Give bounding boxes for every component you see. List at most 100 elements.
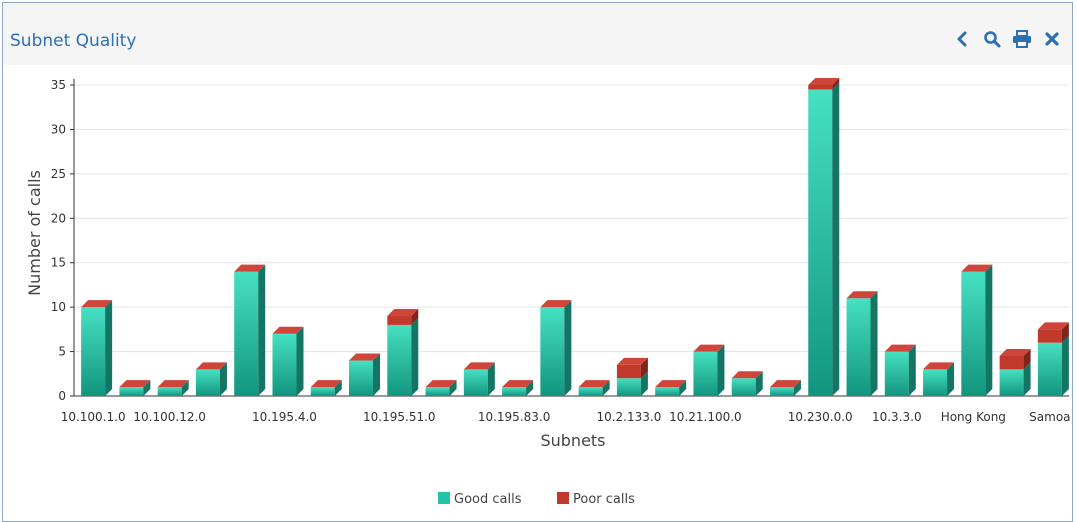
legend-item-poor-calls[interactable]: Poor calls: [557, 492, 635, 507]
bar-good-calls[interactable]: [272, 333, 297, 396]
y-tick-label: 30: [51, 122, 66, 136]
tick-labels: 0 5 10 15 20 25 30 35 10.100.1.0 10.100.12.0 10.19…: [51, 78, 1071, 424]
print-icon: [1013, 30, 1031, 48]
bar-group[interactable]: [923, 362, 955, 396]
x-axis-title: Subnets: [540, 431, 605, 450]
x-tick-label: 10.230.0.0: [788, 410, 853, 424]
bar-good-calls[interactable]: [578, 387, 603, 396]
bar-good-calls-side: [334, 380, 342, 396]
bar-group[interactable]: [693, 344, 725, 396]
y-tick-label: 0: [58, 389, 66, 403]
bar-group[interactable]: [272, 326, 304, 396]
bar-good-calls[interactable]: [387, 324, 412, 396]
bar-good-calls[interactable]: [884, 351, 909, 396]
bar-good-calls-side: [181, 380, 189, 396]
bar-good-calls[interactable]: [846, 298, 871, 396]
bar-good-calls-side: [296, 326, 304, 396]
bar-poor-calls[interactable]: [999, 356, 1024, 370]
bar-good-calls[interactable]: [731, 378, 756, 396]
bar-poor-calls-side: [1023, 349, 1031, 370]
bar-good-calls[interactable]: [195, 369, 220, 396]
x-tick-label: 10.100.12.0: [133, 410, 206, 424]
bar-good-calls-side: [832, 82, 840, 396]
bar-group[interactable]: [540, 300, 572, 396]
bar-good-calls-side: [793, 380, 801, 396]
bar-good-calls[interactable]: [769, 387, 794, 396]
bar-group[interactable]: [769, 380, 801, 396]
bar-good-calls[interactable]: [425, 387, 450, 396]
bar-group[interactable]: [234, 264, 266, 396]
bar-good-calls[interactable]: [349, 360, 374, 396]
y-tick-label: 15: [51, 256, 66, 270]
bar-good-calls[interactable]: [1037, 342, 1062, 396]
bar-group[interactable]: [463, 362, 495, 396]
x-tick-label: 10.2.133.0: [596, 410, 661, 424]
bar-top-cap: [157, 380, 189, 388]
bar-group[interactable]: [999, 349, 1031, 396]
bar-good-calls[interactable]: [693, 351, 718, 396]
bar-group[interactable]: [195, 362, 227, 396]
bar-good-calls[interactable]: [310, 387, 335, 396]
y-tick-label: 5: [58, 345, 66, 359]
bar-top-cap: [961, 264, 993, 272]
bar-group[interactable]: [731, 371, 763, 396]
x-tick-label: 10.21.100.0: [669, 410, 742, 424]
gridlines: [74, 84, 1069, 353]
bar-good-calls[interactable]: [234, 271, 259, 396]
bar-poor-calls[interactable]: [387, 316, 412, 325]
bar-top-cap: [463, 362, 495, 370]
bar-group[interactable]: [81, 300, 113, 396]
bar-poor-calls[interactable]: [808, 85, 833, 90]
bar-good-calls[interactable]: [655, 387, 680, 396]
search-icon: [984, 31, 1001, 48]
x-tick-label: Hong Kong: [941, 410, 1006, 424]
bar-group[interactable]: [310, 380, 342, 396]
bar-good-calls[interactable]: [157, 387, 182, 396]
bar-good-calls[interactable]: [808, 89, 833, 396]
bar-poor-calls[interactable]: [616, 364, 641, 379]
search-button[interactable]: [982, 29, 1002, 49]
bar-good-calls-side: [219, 362, 227, 396]
bar-group[interactable]: [846, 291, 878, 396]
bar-group[interactable]: [425, 380, 457, 396]
bar-poor-calls[interactable]: [1037, 329, 1062, 343]
bar-group[interactable]: [387, 309, 419, 396]
back-button[interactable]: [952, 29, 972, 49]
legend-item-good-calls[interactable]: Good calls: [438, 492, 522, 507]
bar-top-cap: [655, 380, 687, 388]
bar-good-calls[interactable]: [81, 307, 106, 396]
bar-good-calls[interactable]: [999, 369, 1024, 396]
bar-good-calls[interactable]: [119, 387, 144, 396]
bar-good-calls[interactable]: [463, 369, 488, 396]
print-button[interactable]: [1012, 29, 1032, 49]
bar-top-cap: [846, 291, 878, 299]
bar-good-calls-side: [411, 317, 419, 396]
bar-good-calls[interactable]: [616, 378, 641, 396]
bar-good-calls[interactable]: [540, 307, 565, 396]
bar-group[interactable]: [349, 353, 381, 396]
bar-group[interactable]: [961, 264, 993, 396]
bar-good-calls-side: [679, 380, 687, 396]
bar-top-cap: [310, 380, 342, 388]
bar-good-calls[interactable]: [502, 387, 527, 396]
bar-good-calls-side: [526, 380, 534, 396]
bar-group[interactable]: [655, 380, 687, 396]
bar-group[interactable]: [502, 380, 534, 396]
bar-group[interactable]: [157, 380, 189, 396]
chevron-left-icon: [957, 31, 967, 47]
close-button[interactable]: [1042, 29, 1062, 49]
y-tick-label: 20: [51, 211, 66, 225]
bar-group[interactable]: [578, 380, 610, 396]
bar-good-calls-side: [908, 344, 916, 396]
bar-group[interactable]: [616, 357, 648, 396]
bar-group[interactable]: [884, 344, 916, 396]
bar-group[interactable]: [119, 380, 151, 396]
bar-group[interactable]: [808, 78, 840, 396]
bar-top-cap: [387, 309, 419, 317]
bar-good-calls[interactable]: [961, 271, 986, 396]
bar-group[interactable]: [1037, 322, 1069, 396]
bar-good-calls[interactable]: [923, 369, 948, 396]
legend-swatch-poor-calls: [557, 492, 569, 504]
x-tick-label: 10.195.51.0: [363, 410, 436, 424]
y-tick-label: 10: [51, 300, 66, 314]
